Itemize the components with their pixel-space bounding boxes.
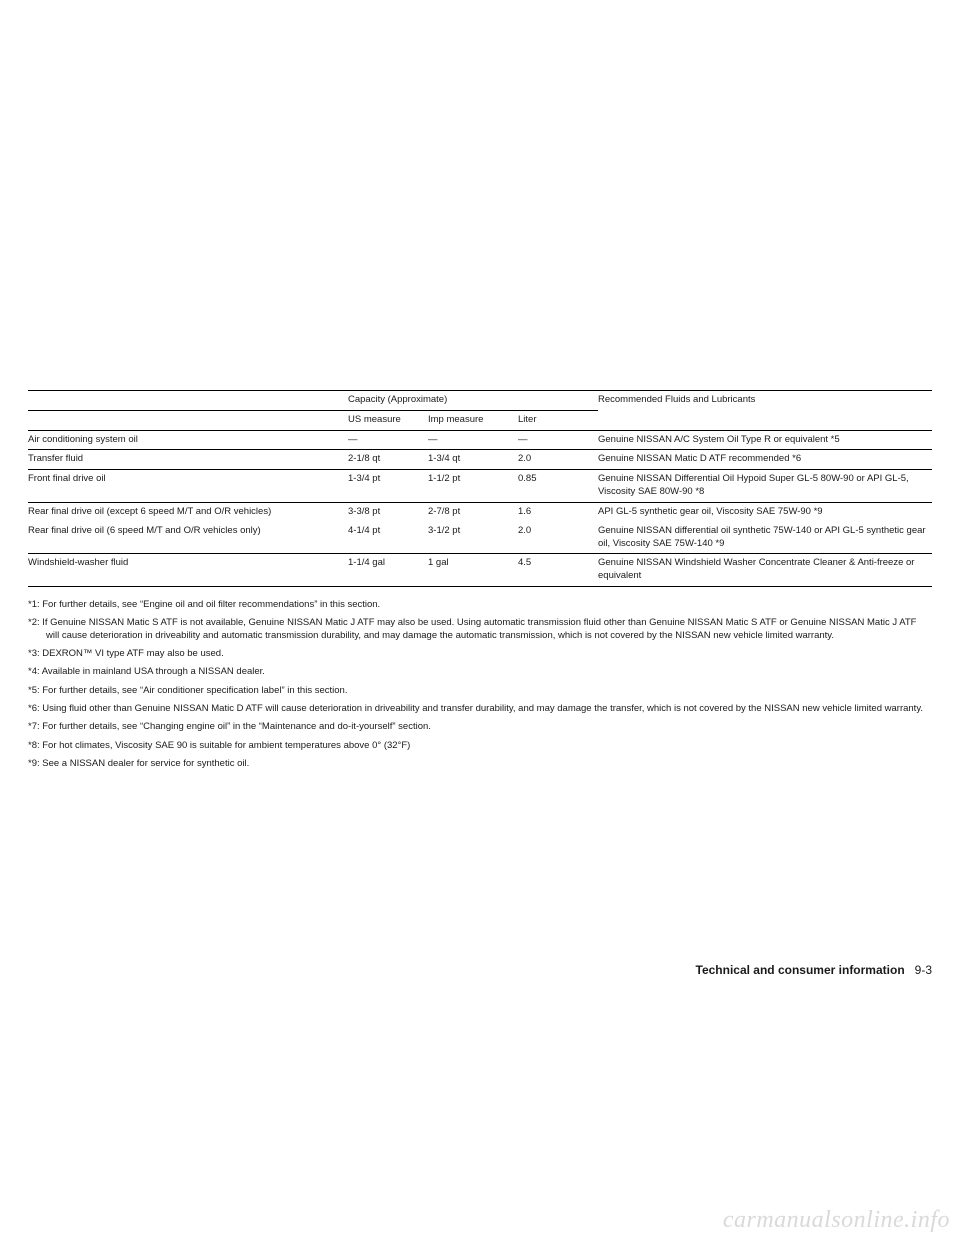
header-recommended: Recommended Fluids and Lubricants: [598, 391, 932, 411]
cell-imp: 3-1/2 pt: [428, 522, 518, 554]
cell-liter: 0.85: [518, 470, 598, 503]
page-number: 9-3: [915, 963, 932, 977]
cell-imp: 1-3/4 qt: [428, 450, 518, 470]
cell-name: Rear final drive oil (except 6 speed M/T…: [28, 502, 348, 521]
footnote: *9: See a NISSAN dealer for service for …: [28, 758, 932, 770]
table-row: Air conditioning system oil———Genuine NI…: [28, 430, 932, 450]
cell-us: 1-1/4 gal: [348, 554, 428, 587]
table-body: Air conditioning system oil———Genuine NI…: [28, 430, 932, 586]
table-row: Rear final drive oil (except 6 speed M/T…: [28, 502, 932, 521]
table-row: Transfer fluid2-1/8 qt1-3/4 qt2.0Genuine…: [28, 450, 932, 470]
page-footer: Technical and consumer information 9-3: [696, 963, 933, 977]
footnote: *1: For further details, see “Engine oil…: [28, 599, 932, 611]
footnote: *6: Using fluid other than Genuine NISSA…: [28, 703, 932, 715]
cell-rec: API GL-5 synthetic gear oil, Viscosity S…: [598, 502, 932, 521]
header-blank3: [598, 410, 932, 430]
header-blank2: [28, 410, 348, 430]
cell-rec: Genuine NISSAN Matic D ATF recommended *…: [598, 450, 932, 470]
cell-liter: —: [518, 430, 598, 450]
fluids-table: Capacity (Approximate) Recommended Fluid…: [28, 390, 932, 587]
cell-rec: Genuine NISSAN Differential Oil Hypoid S…: [598, 470, 932, 503]
cell-liter: 4.5: [518, 554, 598, 587]
cell-name: Rear final drive oil (6 speed M/T and O/…: [28, 522, 348, 554]
cell-name: Front final drive oil: [28, 470, 348, 503]
header-imp: Imp measure: [428, 410, 518, 430]
cell-us: 4-1/4 pt: [348, 522, 428, 554]
cell-us: 1-3/4 pt: [348, 470, 428, 503]
cell-us: 3-3/8 pt: [348, 502, 428, 521]
cell-liter: 1.6: [518, 502, 598, 521]
footnotes-block: *1: For further details, see “Engine oil…: [28, 599, 932, 770]
cell-rec: Genuine NISSAN A/C System Oil Type R or …: [598, 430, 932, 450]
table-row: Windshield-washer fluid1-1/4 gal1 gal4.5…: [28, 554, 932, 587]
cell-rec: Genuine NISSAN differential oil syntheti…: [598, 522, 932, 554]
watermark: carmanualsonline.info: [723, 1207, 950, 1234]
cell-name: Windshield-washer fluid: [28, 554, 348, 587]
header-blank: [28, 391, 348, 411]
header-us: US measure: [348, 410, 428, 430]
table-row: Rear final drive oil (6 speed M/T and O/…: [28, 522, 932, 554]
footnote: *3: DEXRON™ VI type ATF may also be used…: [28, 648, 932, 660]
page-content: Capacity (Approximate) Recommended Fluid…: [0, 0, 960, 770]
footnote: *2: If Genuine NISSAN Matic S ATF is not…: [28, 617, 932, 642]
header-liter: Liter: [518, 410, 598, 430]
cell-liter: 2.0: [518, 450, 598, 470]
footnote: *5: For further details, see “Air condit…: [28, 685, 932, 697]
section-title: Technical and consumer information: [696, 963, 905, 977]
footnote: *8: For hot climates, Viscosity SAE 90 i…: [28, 740, 932, 752]
cell-imp: 1 gal: [428, 554, 518, 587]
cell-us: 2-1/8 qt: [348, 450, 428, 470]
cell-imp: 2-7/8 pt: [428, 502, 518, 521]
footnote: *4: Available in mainland USA through a …: [28, 666, 932, 678]
cell-name: Transfer fluid: [28, 450, 348, 470]
cell-us: —: [348, 430, 428, 450]
header-capacity-group: Capacity (Approximate): [348, 391, 598, 411]
cell-imp: 1-1/2 pt: [428, 470, 518, 503]
footnote: *7: For further details, see “Changing e…: [28, 721, 932, 733]
cell-rec: Genuine NISSAN Windshield Washer Concent…: [598, 554, 932, 587]
cell-imp: —: [428, 430, 518, 450]
cell-name: Air conditioning system oil: [28, 430, 348, 450]
table-row: Front final drive oil1-3/4 pt1-1/2 pt0.8…: [28, 470, 932, 503]
cell-liter: 2.0: [518, 522, 598, 554]
